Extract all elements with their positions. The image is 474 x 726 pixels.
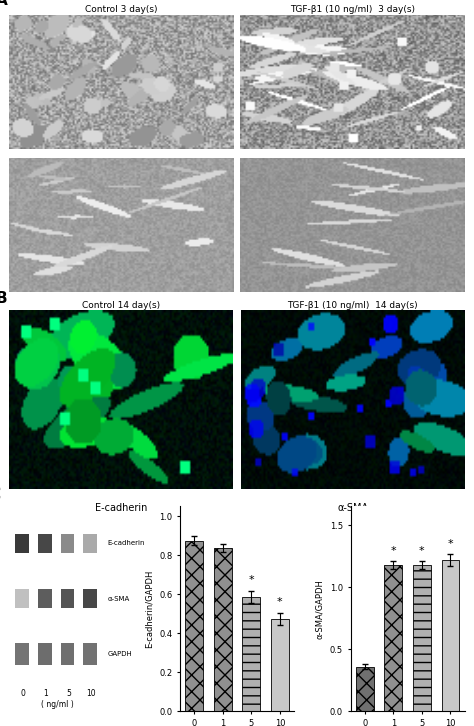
Text: Control 14 day(s): Control 14 day(s) <box>82 301 161 309</box>
Bar <box>242 597 260 711</box>
Bar <box>384 565 402 711</box>
Bar <box>15 643 29 665</box>
Text: B: B <box>0 292 8 306</box>
Y-axis label: E-cadherin/GAPDH: E-cadherin/GAPDH <box>145 570 154 648</box>
Y-axis label: α-SMA/GAPDH: α-SMA/GAPDH <box>315 579 324 639</box>
Bar <box>271 619 289 711</box>
Text: E-cadherin: E-cadherin <box>95 503 147 513</box>
Title: Control 3 day(s): Control 3 day(s) <box>85 5 158 14</box>
Text: ( ng/ml ): ( ng/ml ) <box>41 701 73 709</box>
Bar <box>413 565 431 711</box>
Bar <box>15 534 29 552</box>
Bar <box>38 643 52 665</box>
Text: *: * <box>419 546 425 556</box>
Text: 1: 1 <box>44 688 48 698</box>
Bar <box>38 590 52 608</box>
Text: *: * <box>391 546 396 556</box>
Text: GAPDH: GAPDH <box>107 651 132 657</box>
Text: 10: 10 <box>87 688 96 698</box>
Bar <box>61 534 74 552</box>
Bar <box>83 590 97 608</box>
Text: α-SMA: α-SMA <box>337 503 369 513</box>
Bar <box>214 548 232 711</box>
Text: α-SMA: α-SMA <box>107 595 129 602</box>
Bar <box>15 590 29 608</box>
Text: *: * <box>277 597 283 607</box>
Bar <box>83 534 97 552</box>
Text: E-cadherin: E-cadherin <box>107 540 145 546</box>
Bar <box>356 666 374 711</box>
Text: *: * <box>248 576 254 585</box>
Text: 0: 0 <box>21 688 26 698</box>
Text: A: A <box>0 0 8 8</box>
Bar <box>442 560 459 711</box>
Bar <box>38 534 52 552</box>
Bar <box>61 590 74 608</box>
Text: 5: 5 <box>66 688 71 698</box>
Text: *: * <box>447 539 453 549</box>
Bar <box>185 541 203 711</box>
Bar <box>83 643 97 665</box>
Title: TGF-β1 (10 ng/ml)  3 day(s): TGF-β1 (10 ng/ml) 3 day(s) <box>290 5 415 14</box>
Bar <box>61 643 74 665</box>
Text: TGF-β1 (10 ng/ml)  14 day(s): TGF-β1 (10 ng/ml) 14 day(s) <box>287 301 418 309</box>
